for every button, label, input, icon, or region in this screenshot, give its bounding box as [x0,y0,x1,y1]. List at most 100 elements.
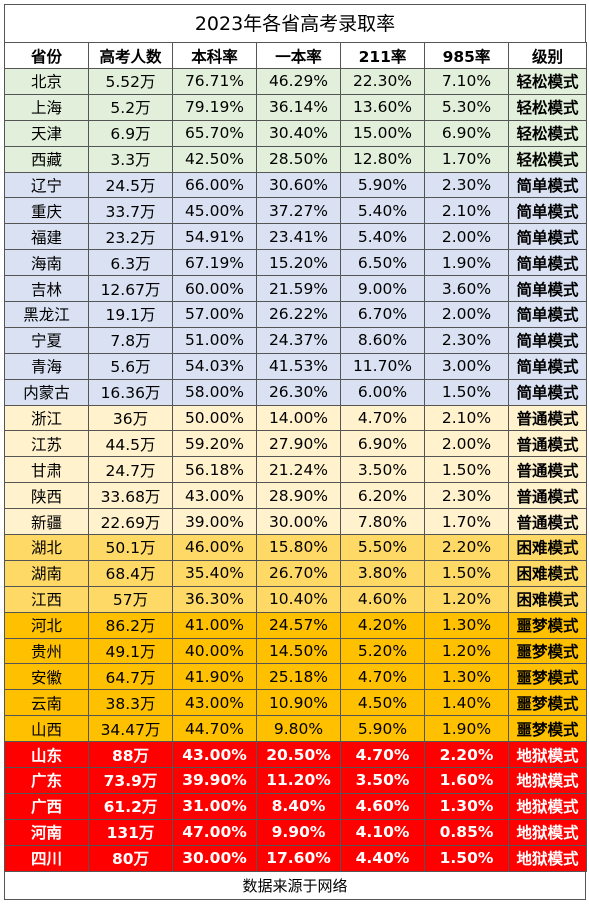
bachelor-rate-cell: 76.71% [172,68,257,95]
bachelor-rate-cell: 47.00% [172,818,257,846]
province-cell: 天津 [4,119,89,147]
admission-rate-table: 省份 高考人数 本科率 一本率 211率 985率 级别 北京 5.52万 76.7… [4,42,587,872]
211-rate-cell: 8.60% [340,326,425,354]
first-tier-rate-cell: 46.29% [256,68,341,95]
level-cell: 简单模式 [508,197,587,225]
exam-count-cell: 24.7万 [88,456,173,484]
first-tier-rate-cell: 25.18% [256,663,341,691]
exam-count-cell: 22.69万 [88,508,173,536]
table-row: 重庆 33.7万 45.00% 37.27% 5.40% 2.10% 简单模式 [4,197,587,225]
province-cell: 北京 [4,68,89,95]
bachelor-rate-cell: 54.03% [172,352,257,380]
985-rate-cell: 1.90% [424,249,509,277]
bachelor-rate-cell: 39.00% [172,508,257,536]
bachelor-rate-cell: 67.19% [172,249,257,277]
985-rate-cell: 1.70% [424,508,509,536]
level-cell: 困难模式 [508,559,587,587]
table-row: 陕西 33.68万 43.00% 28.90% 6.20% 2.30% 普通模式 [4,482,587,510]
table-row: 黑龙江 19.1万 57.00% 26.22% 6.70% 2.00% 简单模式 [4,301,587,328]
table-row: 山西 34.47万 44.70% 9.80% 5.90% 1.90% 噩梦模式 [4,715,587,743]
985-rate-cell: 1.50% [424,559,509,587]
table-row: 青海 5.6万 54.03% 41.53% 11.70% 3.00% 简单模式 [4,352,587,380]
985-rate-cell: 1.30% [424,663,509,691]
bachelor-rate-cell: 44.70% [172,715,257,743]
exam-count-cell: 33.68万 [88,482,173,510]
985-rate-cell: 2.20% [424,741,509,769]
table-row: 甘肃 24.7万 56.18% 21.24% 3.50% 1.50% 普通模式 [4,456,587,484]
211-rate-cell: 9.00% [340,275,425,303]
985-rate-cell: 0.85% [424,818,509,846]
level-cell: 简单模式 [508,171,587,199]
first-tier-rate-cell: 24.57% [256,611,341,639]
table-row: 江苏 44.5万 59.20% 27.90% 6.90% 2.00% 普通模式 [4,430,587,458]
bachelor-rate-cell: 45.00% [172,197,257,225]
first-tier-rate-cell: 9.80% [256,715,341,743]
table-row: 福建 23.2万 54.91% 23.41% 5.40% 2.00% 简单模式 [4,223,587,251]
level-cell: 噩梦模式 [508,611,587,639]
exam-count-cell: 24.5万 [88,171,173,199]
211-rate-cell: 3.50% [340,767,425,794]
211-rate-cell: 4.70% [340,404,425,432]
985-rate-cell: 2.00% [424,430,509,458]
province-cell: 云南 [4,689,89,717]
211-rate-cell: 4.40% [340,844,425,872]
bachelor-rate-cell: 35.40% [172,559,257,587]
211-rate-cell: 5.40% [340,197,425,225]
first-tier-rate-cell: 15.20% [256,249,341,277]
211-rate-cell: 6.20% [340,482,425,510]
bachelor-rate-cell: 60.00% [172,275,257,303]
211-rate-cell: 5.40% [340,223,425,251]
211-rate-cell: 6.00% [340,378,425,406]
province-cell: 贵州 [4,637,89,665]
exam-count-cell: 38.3万 [88,689,173,717]
level-cell: 简单模式 [508,326,587,354]
level-cell: 困难模式 [508,585,587,613]
province-cell: 黑龙江 [4,301,89,328]
table-row: 辽宁 24.5万 66.00% 30.60% 5.90% 2.30% 简单模式 [4,171,587,199]
level-cell: 简单模式 [508,378,587,406]
bachelor-rate-cell: 31.00% [172,792,257,820]
exam-count-cell: 3.3万 [88,145,173,173]
first-tier-rate-cell: 11.20% [256,767,341,794]
table-row: 四川 80万 30.00% 17.60% 4.40% 1.50% 地狱模式 [4,844,587,872]
province-cell: 重庆 [4,197,89,225]
first-tier-rate-cell: 27.90% [256,430,341,458]
level-cell: 地狱模式 [508,818,587,846]
985-rate-cell: 2.30% [424,326,509,354]
985-rate-cell: 2.20% [424,534,509,561]
first-tier-rate-cell: 30.60% [256,171,341,199]
985-rate-cell: 1.30% [424,611,509,639]
211-rate-cell: 5.90% [340,715,425,743]
exam-count-cell: 50.1万 [88,534,173,561]
province-cell: 青海 [4,352,89,380]
exam-count-cell: 44.5万 [88,430,173,458]
bachelor-rate-cell: 46.00% [172,534,257,561]
985-rate-cell: 2.30% [424,171,509,199]
province-cell: 陕西 [4,482,89,510]
admission-rate-table-sheet: 2023年各省高考录取率 省份 高考人数 本科率 一本率 211率 985率 级… [4,4,587,906]
985-rate-cell: 1.30% [424,792,509,820]
table-row: 湖北 50.1万 46.00% 15.80% 5.50% 2.20% 困难模式 [4,534,587,561]
985-rate-cell: 3.00% [424,352,509,380]
province-cell: 广东 [4,767,89,794]
bachelor-rate-cell: 40.00% [172,637,257,665]
exam-count-cell: 68.4万 [88,559,173,587]
bachelor-rate-cell: 56.18% [172,456,257,484]
211-rate-cell: 5.50% [340,534,425,561]
level-cell: 简单模式 [508,352,587,380]
first-tier-rate-cell: 10.90% [256,689,341,717]
exam-count-cell: 12.67万 [88,275,173,303]
level-cell: 地狱模式 [508,792,587,820]
first-tier-rate-cell: 23.41% [256,223,341,251]
211-rate-cell: 4.70% [340,663,425,691]
first-tier-rate-cell: 26.70% [256,559,341,587]
table-row: 海南 6.3万 67.19% 15.20% 6.50% 1.90% 简单模式 [4,249,587,277]
table-row: 贵州 49.1万 40.00% 14.50% 5.20% 1.20% 噩梦模式 [4,637,587,665]
level-cell: 轻松模式 [508,93,587,121]
level-cell: 噩梦模式 [508,663,587,691]
table-row: 西藏 3.3万 42.50% 28.50% 12.80% 1.70% 轻松模式 [4,145,587,173]
bachelor-rate-cell: 51.00% [172,326,257,354]
province-cell: 安徽 [4,663,89,691]
211-rate-cell: 22.30% [340,68,425,95]
province-cell: 山东 [4,741,89,769]
